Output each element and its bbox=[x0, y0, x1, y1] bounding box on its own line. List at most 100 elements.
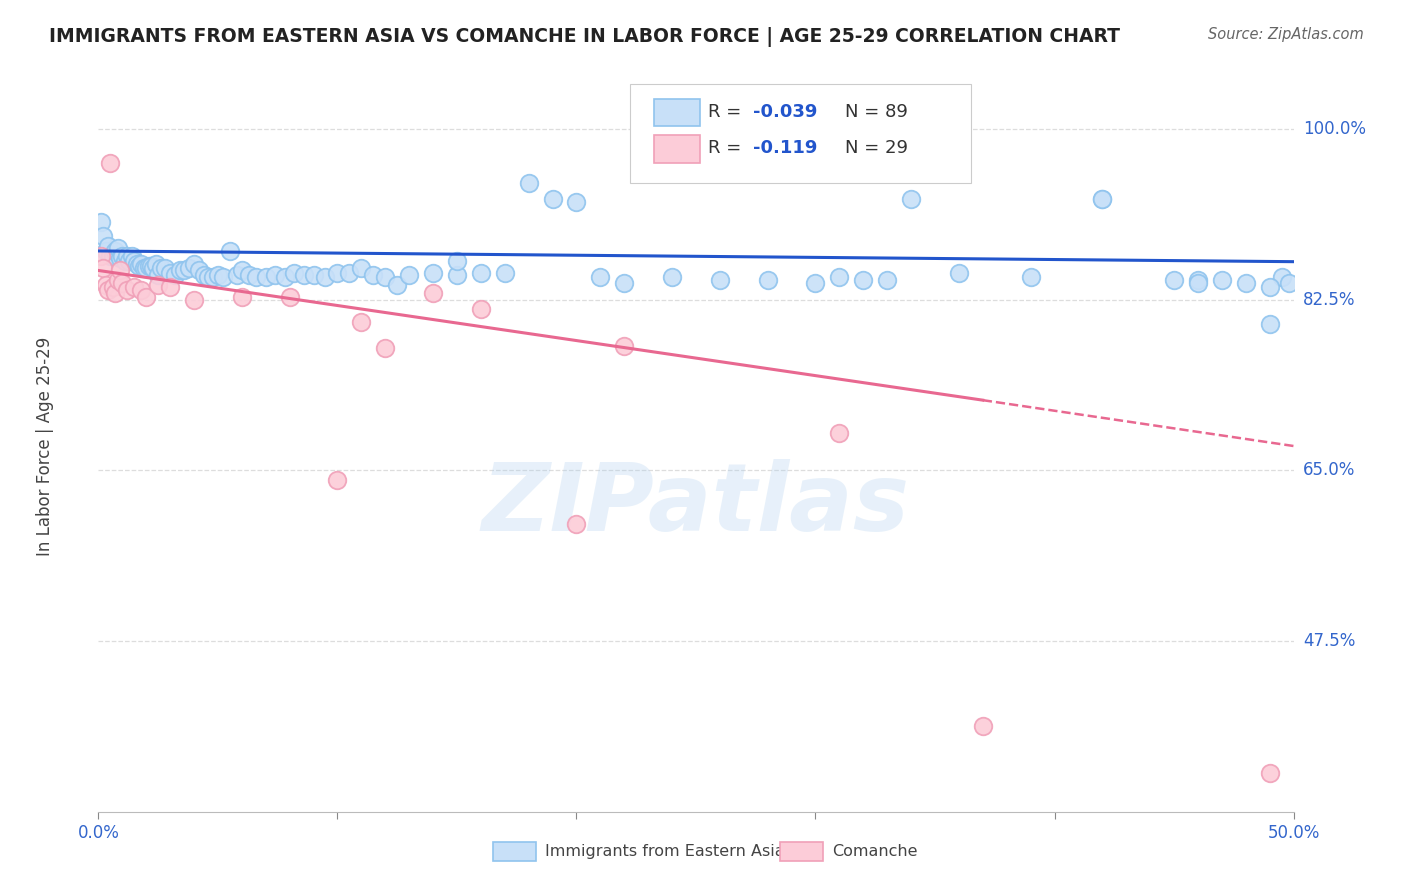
Point bbox=[148, 278, 170, 293]
Point bbox=[121, 249, 143, 263]
Point bbox=[159, 266, 181, 280]
Point bbox=[107, 273, 129, 287]
Point bbox=[148, 268, 170, 283]
Text: 47.5%: 47.5% bbox=[1303, 632, 1355, 650]
Text: IMMIGRANTS FROM EASTERN ASIA VS COMANCHE IN LABOR FORCE | AGE 25-29 CORRELATION : IMMIGRANTS FROM EASTERN ASIA VS COMANCHE… bbox=[49, 27, 1121, 46]
Point bbox=[97, 283, 120, 297]
Text: In Labor Force | Age 25-29: In Labor Force | Age 25-29 bbox=[35, 336, 53, 556]
Point bbox=[541, 192, 564, 206]
Text: N = 29: N = 29 bbox=[845, 139, 908, 157]
Point bbox=[132, 260, 155, 275]
Point bbox=[1091, 192, 1114, 206]
Point bbox=[1278, 276, 1301, 290]
Point bbox=[446, 253, 468, 268]
Point bbox=[173, 263, 195, 277]
Text: -0.119: -0.119 bbox=[754, 139, 818, 157]
Point bbox=[183, 293, 205, 307]
Point bbox=[565, 516, 588, 531]
Point bbox=[292, 268, 315, 283]
Point bbox=[1187, 273, 1209, 287]
Point bbox=[211, 270, 233, 285]
Point bbox=[231, 263, 253, 277]
Point bbox=[446, 268, 468, 283]
FancyBboxPatch shape bbox=[494, 842, 536, 862]
Point bbox=[1258, 765, 1281, 780]
Text: 100.0%: 100.0% bbox=[1303, 120, 1367, 138]
Point bbox=[115, 249, 138, 263]
Point bbox=[91, 260, 114, 275]
Point bbox=[125, 257, 148, 271]
Point bbox=[1187, 276, 1209, 290]
Text: 65.0%: 65.0% bbox=[1303, 461, 1355, 479]
Point bbox=[398, 268, 420, 283]
Point bbox=[1258, 317, 1281, 331]
Point bbox=[363, 268, 385, 283]
Point bbox=[90, 215, 112, 229]
Point bbox=[202, 270, 225, 285]
Point bbox=[183, 257, 205, 271]
Point bbox=[1091, 192, 1114, 206]
Point bbox=[135, 290, 157, 304]
Point bbox=[139, 259, 162, 273]
Text: R =: R = bbox=[709, 103, 747, 120]
Point bbox=[108, 263, 131, 277]
Point bbox=[128, 259, 150, 273]
Point bbox=[187, 263, 209, 277]
Point bbox=[142, 260, 165, 275]
Point bbox=[315, 270, 337, 285]
Point bbox=[948, 266, 970, 280]
Point bbox=[219, 244, 242, 258]
Point bbox=[613, 276, 636, 290]
Point bbox=[155, 260, 177, 275]
Point bbox=[422, 266, 444, 280]
Point bbox=[118, 253, 141, 268]
Point bbox=[709, 273, 731, 287]
Point bbox=[828, 270, 851, 285]
Point bbox=[90, 249, 112, 263]
Point bbox=[111, 249, 134, 263]
FancyBboxPatch shape bbox=[654, 99, 700, 127]
Text: N = 89: N = 89 bbox=[845, 103, 908, 120]
Point bbox=[245, 270, 267, 285]
Point bbox=[350, 260, 373, 275]
Point bbox=[274, 270, 297, 285]
Point bbox=[179, 260, 201, 275]
Point bbox=[104, 285, 127, 300]
Point bbox=[197, 270, 219, 285]
Point bbox=[114, 253, 136, 268]
Point bbox=[104, 244, 127, 258]
FancyBboxPatch shape bbox=[779, 842, 823, 862]
Text: Source: ZipAtlas.com: Source: ZipAtlas.com bbox=[1208, 27, 1364, 42]
Point bbox=[517, 176, 540, 190]
Text: Comanche: Comanche bbox=[832, 845, 918, 860]
Point bbox=[1271, 270, 1294, 285]
Point bbox=[326, 473, 349, 487]
Text: ZIPatlas: ZIPatlas bbox=[482, 458, 910, 550]
Point bbox=[108, 251, 131, 265]
Point bbox=[613, 338, 636, 352]
Point bbox=[972, 719, 994, 733]
Point bbox=[661, 270, 683, 285]
Point bbox=[374, 342, 396, 356]
Point bbox=[207, 268, 229, 283]
Point bbox=[131, 257, 153, 271]
Point bbox=[422, 285, 444, 300]
Point bbox=[159, 280, 181, 294]
Point bbox=[589, 270, 612, 285]
Point bbox=[470, 266, 492, 280]
Point bbox=[1019, 270, 1042, 285]
Point bbox=[238, 268, 260, 283]
Point bbox=[226, 268, 249, 283]
Text: 82.5%: 82.5% bbox=[1303, 291, 1355, 309]
Point bbox=[94, 244, 117, 258]
Point bbox=[1211, 273, 1233, 287]
Point bbox=[131, 283, 153, 297]
Point bbox=[900, 192, 922, 206]
Point bbox=[91, 229, 114, 244]
Point bbox=[138, 259, 160, 273]
Point bbox=[124, 253, 146, 268]
Point bbox=[94, 278, 117, 293]
Text: Immigrants from Eastern Asia: Immigrants from Eastern Asia bbox=[546, 845, 785, 860]
Point bbox=[115, 283, 138, 297]
Text: R =: R = bbox=[709, 139, 752, 157]
